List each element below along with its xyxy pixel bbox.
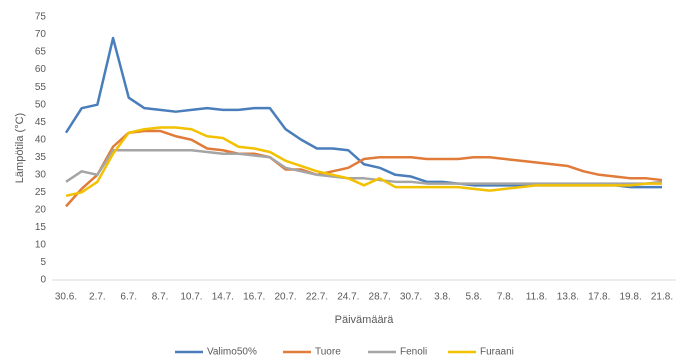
y-tick-label: 20 bbox=[35, 205, 47, 216]
x-tick-label: 11.8. bbox=[526, 292, 548, 303]
x-axis-label: Päivämäärä bbox=[335, 314, 395, 326]
legend-label: Furaani bbox=[480, 347, 514, 358]
x-tick-label: 28.7. bbox=[369, 292, 391, 303]
x-tick-label: 3.8. bbox=[434, 292, 451, 303]
y-tick-label: 25 bbox=[35, 187, 47, 198]
y-tick-label: 30 bbox=[35, 169, 47, 180]
x-tick-label: 20.7. bbox=[274, 292, 296, 303]
y-tick-label: 65 bbox=[35, 47, 47, 58]
x-tick-label: 16.7. bbox=[243, 292, 265, 303]
legend-label: Tuore bbox=[315, 347, 341, 358]
y-tick-label: 35 bbox=[35, 152, 47, 163]
x-tick-label: 7.8. bbox=[497, 292, 514, 303]
series-line bbox=[65, 126, 662, 198]
series-line bbox=[65, 129, 663, 208]
series-line bbox=[64, 36, 662, 189]
x-tick-label: 17.8. bbox=[588, 292, 610, 303]
x-tick-label: 21.8. bbox=[651, 292, 673, 303]
y-tick-label: 50 bbox=[35, 99, 47, 110]
x-tick-label: 2.7. bbox=[89, 292, 106, 303]
x-tick-label: 24.7. bbox=[337, 292, 359, 303]
x-tick-label: 5.8. bbox=[465, 292, 482, 303]
x-tick-label: 22.7. bbox=[306, 292, 328, 303]
y-axis-label: Lämpötila (°C) bbox=[14, 113, 26, 183]
legend-label: Valimo50% bbox=[207, 347, 257, 358]
y-tick-label: 70 bbox=[35, 29, 47, 40]
x-tick-label: 6.7. bbox=[120, 292, 137, 303]
x-tick-label: 30.7. bbox=[400, 292, 422, 303]
x-tick-label: 19.8. bbox=[620, 292, 642, 303]
x-tick-label: 10.7. bbox=[180, 292, 202, 303]
y-tick-label: 5 bbox=[40, 257, 46, 268]
y-tick-label: 40 bbox=[35, 134, 47, 145]
series-line bbox=[65, 149, 663, 185]
legend-label: Fenoli bbox=[400, 347, 427, 358]
x-tick-label: 14.7. bbox=[212, 292, 234, 303]
y-tick-label: 15 bbox=[35, 222, 47, 233]
y-tick-label: 55 bbox=[35, 82, 47, 93]
y-tick-label: 10 bbox=[35, 240, 47, 251]
y-tick-label: 0 bbox=[40, 275, 46, 286]
x-tick-label: 13.8. bbox=[557, 292, 579, 303]
x-tick-label: 30.6. bbox=[55, 292, 77, 303]
x-tick-label: 8.7. bbox=[152, 292, 169, 303]
y-tick-label: 60 bbox=[35, 64, 47, 75]
y-tick-label: 75 bbox=[35, 12, 47, 23]
y-tick-label: 45 bbox=[35, 117, 47, 128]
